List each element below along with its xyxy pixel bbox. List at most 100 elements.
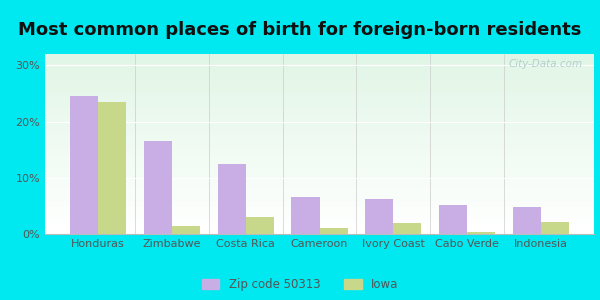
Bar	[45, 220, 594, 221]
Bar	[45, 108, 594, 110]
Bar	[45, 180, 594, 182]
Bar	[245, 217, 274, 234]
Bar	[45, 92, 594, 94]
Bar	[45, 122, 594, 124]
Bar	[45, 205, 594, 207]
Bar	[70, 96, 98, 234]
Bar	[45, 207, 594, 209]
Bar	[45, 115, 594, 117]
Bar	[45, 135, 594, 137]
Bar	[45, 184, 594, 185]
Bar	[45, 157, 594, 158]
Bar	[45, 54, 594, 56]
Bar	[45, 173, 594, 175]
Bar	[541, 222, 569, 234]
Bar	[45, 140, 594, 142]
Bar	[45, 88, 594, 90]
Text: Most common places of birth for foreign-born residents: Most common places of birth for foreign-…	[19, 21, 581, 39]
Bar	[45, 167, 594, 169]
Bar	[45, 221, 594, 223]
Bar	[45, 218, 594, 220]
Bar	[45, 178, 594, 180]
Bar	[45, 58, 594, 59]
Bar	[45, 124, 594, 126]
Bar	[45, 142, 594, 144]
Bar	[45, 148, 594, 149]
Bar	[45, 112, 594, 113]
Bar	[45, 103, 594, 104]
Bar	[45, 209, 594, 211]
Bar	[320, 228, 347, 234]
Bar	[45, 56, 594, 58]
Bar	[45, 166, 594, 167]
Bar	[45, 202, 594, 203]
Bar	[45, 191, 594, 193]
Bar	[45, 155, 594, 157]
Bar	[45, 144, 594, 146]
Bar	[45, 131, 594, 133]
Bar	[45, 104, 594, 106]
Bar	[172, 226, 200, 234]
Bar	[45, 198, 594, 200]
Bar	[45, 225, 594, 227]
Bar	[45, 81, 594, 83]
Bar	[45, 229, 594, 230]
Bar	[45, 194, 594, 196]
Bar	[45, 133, 594, 135]
Bar	[45, 101, 594, 103]
Bar	[45, 158, 594, 160]
Bar	[45, 149, 594, 151]
Bar	[45, 216, 594, 218]
Legend: Zip code 50313, Iowa: Zip code 50313, Iowa	[202, 278, 398, 291]
Bar	[45, 214, 594, 216]
Bar	[45, 196, 594, 198]
Bar	[45, 200, 594, 202]
Bar	[45, 99, 594, 101]
Bar	[45, 223, 594, 225]
Bar	[45, 70, 594, 72]
Bar	[45, 76, 594, 77]
Bar	[45, 85, 594, 86]
Bar	[45, 110, 594, 112]
Bar	[394, 223, 421, 234]
Bar	[45, 119, 594, 121]
Bar	[45, 151, 594, 153]
Bar	[45, 121, 594, 122]
Bar	[45, 153, 594, 155]
Bar	[45, 74, 594, 76]
Bar	[45, 162, 594, 164]
Bar	[45, 212, 594, 214]
Bar	[45, 128, 594, 130]
Bar	[45, 211, 594, 212]
Bar	[45, 97, 594, 99]
Bar	[439, 205, 467, 234]
Bar	[45, 146, 594, 148]
Bar	[98, 102, 126, 234]
Bar	[45, 130, 594, 131]
Bar	[45, 94, 594, 95]
Bar	[45, 160, 594, 162]
Bar	[45, 77, 594, 79]
Bar	[45, 106, 594, 108]
Bar	[45, 169, 594, 171]
Bar	[45, 65, 594, 67]
Bar	[45, 232, 594, 234]
Bar	[45, 95, 594, 97]
Text: City-Data.com: City-Data.com	[509, 59, 583, 69]
Bar	[45, 63, 594, 65]
Bar	[45, 203, 594, 205]
Bar	[467, 232, 495, 234]
Bar	[45, 176, 594, 178]
Bar	[45, 83, 594, 85]
Bar	[45, 68, 594, 70]
Bar	[45, 185, 594, 187]
Bar	[218, 164, 245, 234]
Bar	[365, 199, 394, 234]
Bar	[45, 139, 594, 140]
Bar	[45, 175, 594, 176]
Bar	[45, 90, 594, 92]
Bar	[45, 59, 594, 61]
Bar	[45, 187, 594, 189]
Bar	[45, 164, 594, 166]
Bar	[45, 171, 594, 173]
